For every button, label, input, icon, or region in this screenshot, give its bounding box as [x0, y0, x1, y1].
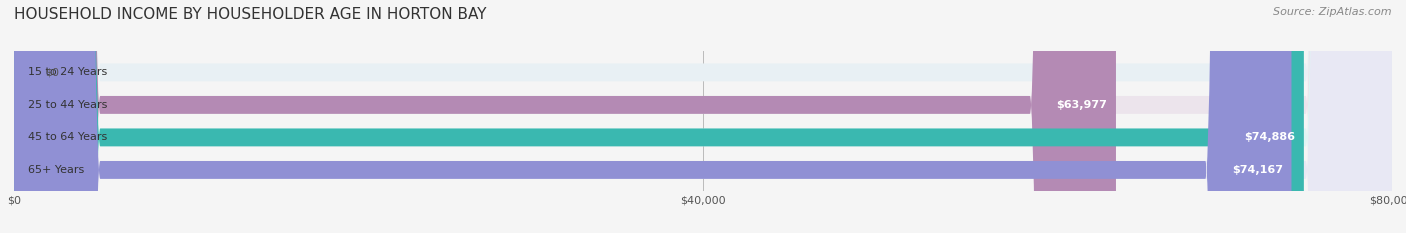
Text: 65+ Years: 65+ Years: [28, 165, 84, 175]
FancyBboxPatch shape: [14, 0, 1392, 233]
FancyBboxPatch shape: [14, 0, 1392, 233]
FancyBboxPatch shape: [14, 0, 1392, 233]
FancyBboxPatch shape: [14, 0, 1116, 233]
Text: Source: ZipAtlas.com: Source: ZipAtlas.com: [1274, 7, 1392, 17]
FancyBboxPatch shape: [14, 0, 1292, 233]
Text: 15 to 24 Years: 15 to 24 Years: [28, 67, 107, 77]
FancyBboxPatch shape: [14, 0, 1303, 233]
Text: $74,167: $74,167: [1232, 165, 1282, 175]
Text: 25 to 44 Years: 25 to 44 Years: [28, 100, 107, 110]
Text: $74,886: $74,886: [1244, 132, 1295, 142]
Text: 45 to 64 Years: 45 to 64 Years: [28, 132, 107, 142]
Text: $63,977: $63,977: [1056, 100, 1108, 110]
FancyBboxPatch shape: [14, 0, 1392, 233]
Text: $0: $0: [45, 67, 59, 77]
Text: HOUSEHOLD INCOME BY HOUSEHOLDER AGE IN HORTON BAY: HOUSEHOLD INCOME BY HOUSEHOLDER AGE IN H…: [14, 7, 486, 22]
